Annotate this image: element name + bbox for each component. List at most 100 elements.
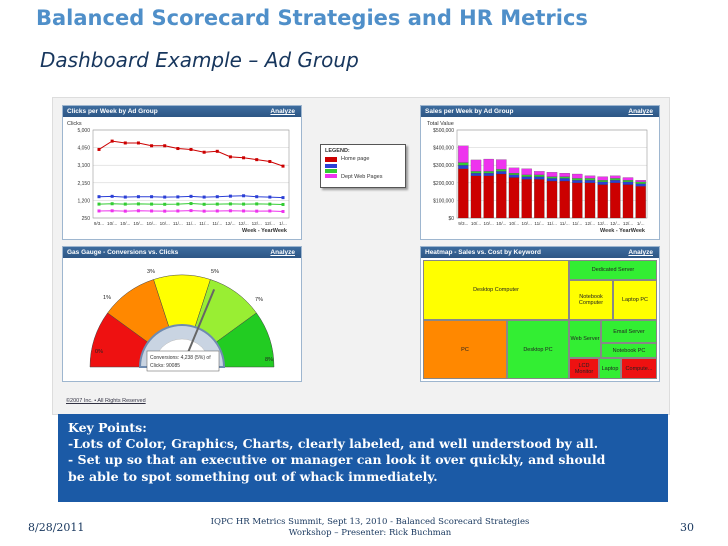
clicks-analyze-link[interactable]: Analyze	[270, 108, 295, 115]
data-point	[123, 202, 127, 206]
key-point-line-1: -Lots of Color, Graphics, Charts, clearl…	[68, 436, 599, 452]
y-tick-label: $100,000	[433, 198, 454, 204]
x-tick-label: 10/...	[496, 221, 506, 226]
bar-segment	[496, 169, 507, 172]
x-tick-label: 10/...	[484, 221, 494, 226]
legend-swatch-home	[325, 157, 337, 162]
x-tick-label: 11/...	[560, 221, 570, 226]
legend-label-dept: Dept Web Pages	[341, 174, 383, 180]
heatmap-cell[interactable]: LCD Monitor	[569, 358, 599, 379]
data-point	[215, 209, 219, 213]
footer-center-line-2: Workshop – Presenter: Rick Buchman	[288, 528, 452, 538]
bar-segment	[458, 145, 469, 163]
data-point	[150, 144, 154, 148]
data-point	[202, 195, 206, 199]
data-point	[202, 150, 206, 154]
data-point	[202, 202, 206, 206]
bar-segment	[508, 177, 520, 219]
heatmap-grid: Desktop Computer Dedicated Server Notebook…	[423, 260, 657, 379]
x-tick-label: 11/...	[547, 221, 557, 226]
bar-segment	[597, 181, 608, 185]
clicks-panel-header: Clicks per Week by Ad Group Analyze	[63, 106, 301, 117]
data-point	[163, 144, 167, 148]
sales-analyze-link[interactable]: Analyze	[628, 108, 653, 115]
bar-segment	[622, 184, 634, 219]
x-tick-label: 10/...	[160, 221, 170, 226]
x-tick-label: 11/...	[186, 221, 196, 226]
bar-segment	[458, 168, 469, 219]
footer-date: 8/28/2011	[28, 521, 85, 534]
bar-segment	[458, 162, 469, 166]
data-point	[215, 149, 219, 153]
heatmap-panel-header: Heatmap - Sales vs. Cost by Keyword Anal…	[421, 247, 659, 258]
gauge-analyze-link[interactable]: Analyze	[270, 249, 295, 256]
bar-segment	[483, 173, 494, 176]
bar-segment	[597, 180, 608, 183]
bar-segment	[559, 180, 570, 219]
bar-segment	[559, 178, 570, 182]
heatmap-analyze-link[interactable]: Analyze	[628, 249, 653, 256]
heatmap-cell[interactable]: Laptop PC	[613, 280, 657, 320]
heatmap-cell[interactable]: Desktop Computer	[423, 260, 569, 320]
data-point	[189, 147, 193, 151]
key-points-heading: Key Points:	[68, 420, 147, 435]
data-point	[281, 202, 285, 206]
bar-segment	[622, 181, 634, 185]
data-point	[215, 195, 219, 199]
gauge-chart: 0% 1% 3% 5% 7% 8% Conversions: 4,238 (5%) of Cl…	[89, 269, 275, 372]
heatmap-cell[interactable]: Email Server	[601, 320, 657, 343]
data-point	[97, 195, 101, 199]
y-tick-label: $300,000	[433, 163, 454, 169]
x-tick-label: 9/3...	[458, 221, 468, 226]
heatmap-panel: Heatmap - Sales vs. Cost by Keyword Anal…	[420, 246, 660, 382]
y-tick-label: $500,000	[433, 128, 454, 134]
y-tick-label: $0	[448, 216, 454, 222]
bar-segment	[508, 173, 520, 175]
data-point	[110, 209, 114, 213]
heatmap-cell[interactable]: Web Server	[569, 320, 601, 358]
bar-segment	[584, 180, 596, 183]
gauge-tick-label: 1%	[103, 295, 111, 301]
footer-center: IQPC HR Metrics Summit, Sept 13, 2010 - …	[205, 517, 535, 539]
x-axis-label: Week - YearWeek	[600, 228, 646, 234]
data-point	[136, 141, 140, 145]
gauge-info-box	[146, 350, 220, 372]
bar-segment	[534, 174, 545, 177]
bar-segment	[534, 171, 545, 175]
data-point	[281, 164, 285, 168]
x-tick-label: 1/...	[279, 221, 287, 226]
gauge-tick-label: 3%	[147, 269, 155, 275]
y-axis-label: Clicks	[67, 121, 82, 127]
heatmap-cell[interactable]: Notebook Computer	[569, 280, 613, 320]
copyright-text: ©2007 Inc. • All Rights Reserved	[66, 398, 146, 404]
bar-segment	[546, 178, 558, 182]
clicks-panel: Clicks per Week by Ad Group Analyze Clic…	[62, 105, 302, 240]
data-point	[189, 202, 193, 206]
x-tick-label: 11/...	[212, 221, 222, 226]
legend-swatch-blue	[325, 164, 337, 168]
heatmap-panel-title: Heatmap - Sales vs. Cost by Keyword	[425, 249, 541, 256]
data-point	[268, 159, 272, 163]
bar-segment	[470, 159, 482, 172]
data-point	[97, 209, 101, 213]
heatmap-cell[interactable]: Notebook PC	[601, 343, 657, 358]
sales-panel-title: Sales per Week by Ad Group	[425, 108, 514, 115]
bar-segment	[458, 165, 469, 169]
data-point	[176, 147, 180, 151]
data-point	[110, 194, 114, 198]
key-point-line-3: be able to spot something out of whack i…	[68, 468, 438, 484]
heatmap-cell[interactable]: PC	[423, 320, 507, 379]
bar-segment	[470, 175, 482, 219]
key-point-line-2: - Set up so that an executive or manager…	[68, 452, 606, 468]
heatmap-cell[interactable]: Compute...	[621, 358, 657, 379]
bar-segment	[483, 158, 494, 172]
heatmap-cell[interactable]: Desktop PC	[507, 320, 569, 379]
y-axis-label: Total Value	[427, 121, 454, 127]
bar-segment	[610, 180, 621, 183]
bar-segment	[610, 175, 621, 179]
heatmap-cell[interactable]: Laptop	[599, 358, 621, 379]
legend-label-home: Home page	[341, 156, 370, 162]
heatmap-cell[interactable]: Dedicated Server	[569, 260, 657, 280]
gauge-panel-title: Gas Gauge - Conversions vs. Clicks	[67, 249, 179, 256]
